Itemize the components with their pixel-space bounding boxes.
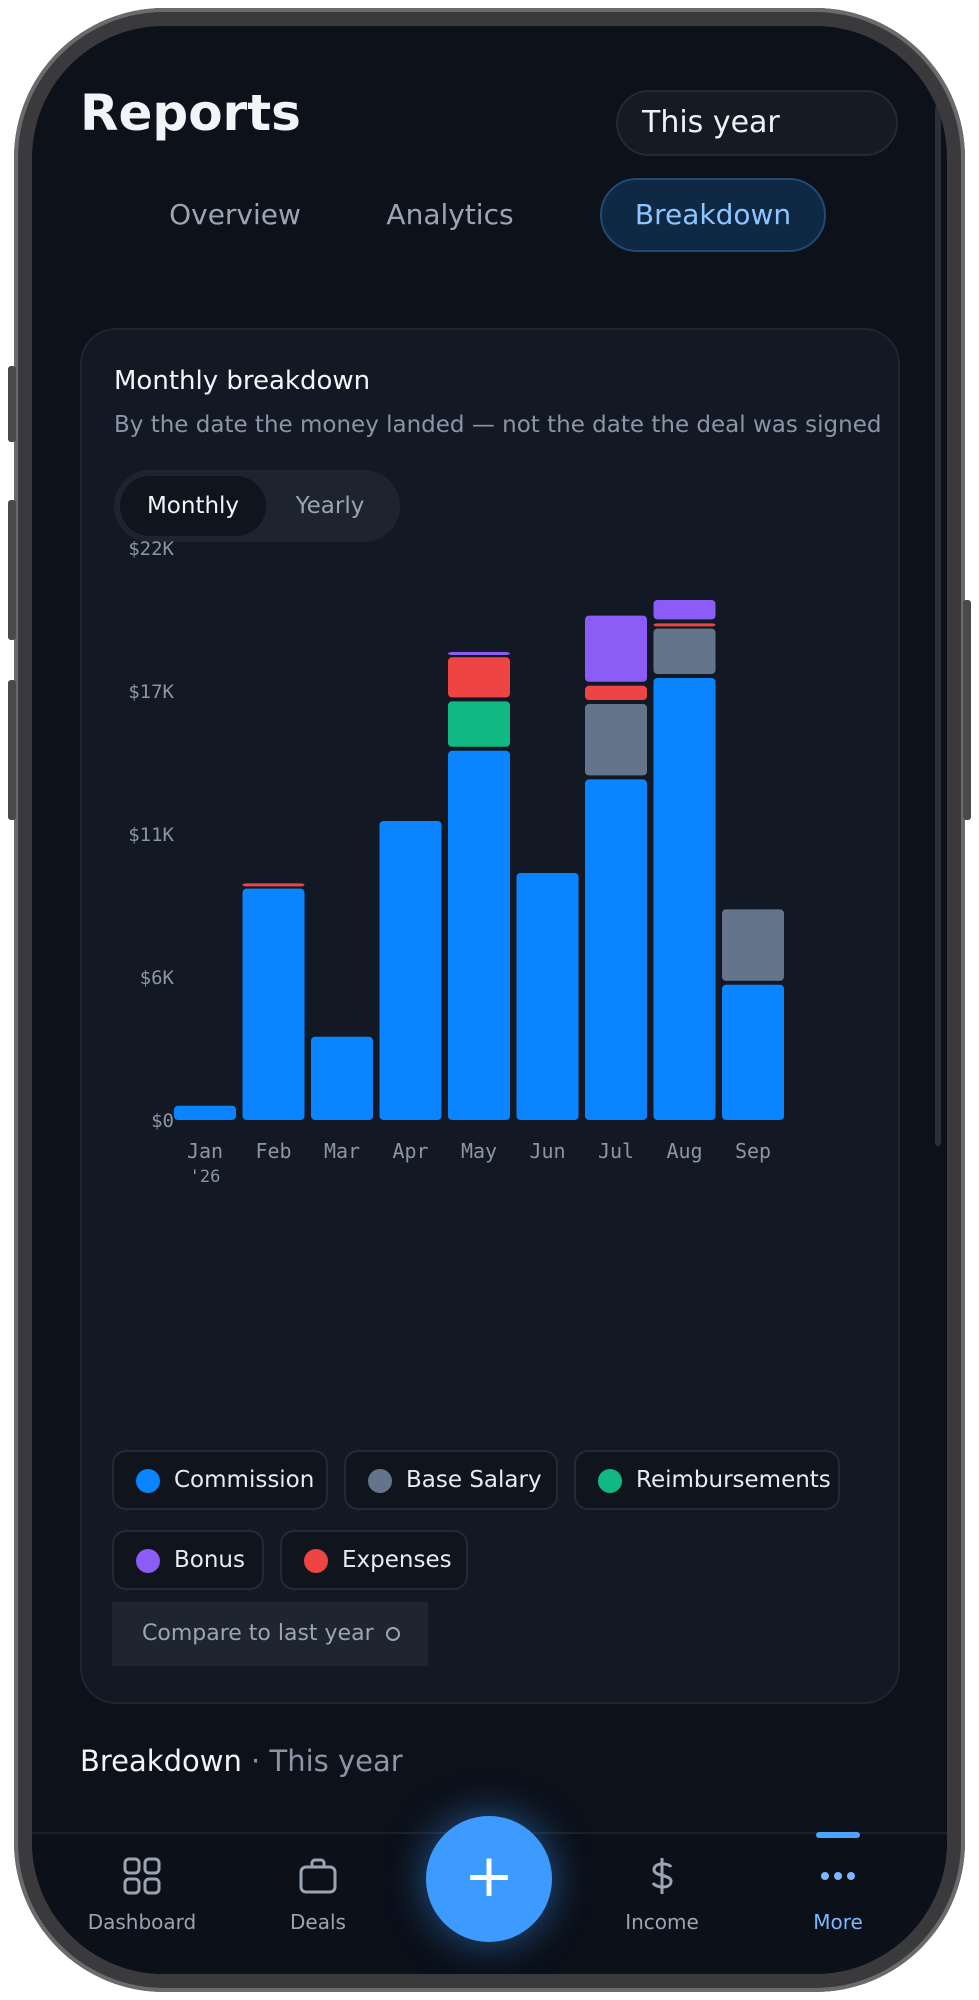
- bar-base-salary-jul: [585, 704, 647, 776]
- nav-label: Income: [625, 1910, 699, 1934]
- nav-label: Dashboard: [87, 1910, 197, 1934]
- y-tick-label: $0: [151, 1110, 174, 1132]
- x-tick-label: Aug: [666, 1139, 702, 1163]
- legend-label: Base Salary: [406, 1467, 542, 1493]
- nav-income[interactable]: Income: [592, 1834, 732, 1954]
- bar-bonus-jul: [585, 615, 647, 682]
- report-tabs: Overview Analytics Breakdown: [32, 178, 947, 254]
- nav-dashboard[interactable]: Dashboard: [72, 1834, 212, 1954]
- toggle-ring-icon: [385, 1627, 400, 1641]
- bar-bonus-may: [448, 652, 510, 655]
- bar-expenses-feb: [242, 883, 305, 887]
- expenses-dot: [304, 1549, 328, 1573]
- bar-commission-feb: [242, 888, 305, 1120]
- phone-side-button: [8, 366, 16, 442]
- x-tick-label: Jul: [598, 1139, 634, 1163]
- y-tick-label: $17K: [128, 681, 174, 703]
- phone-side-button: [8, 500, 16, 640]
- legend-label: Bonus: [174, 1547, 245, 1573]
- nav-more[interactable]: More: [768, 1832, 908, 1954]
- x-tick-label: Jun: [529, 1139, 565, 1163]
- toggle-monthly[interactable]: Monthly: [120, 476, 266, 536]
- more-dots-icon: [821, 1872, 855, 1880]
- legend-commission[interactable]: Commission: [112, 1450, 328, 1510]
- section-title: Breakdown · This year: [80, 1744, 403, 1778]
- bar-expenses-aug: [653, 623, 716, 627]
- nav-label: Deals: [290, 1910, 346, 1934]
- legend-bonus[interactable]: Bonus: [112, 1530, 264, 1590]
- reimbursements-dot: [598, 1469, 622, 1493]
- bar-commission-sep: [722, 984, 784, 1120]
- legend-label: Commission: [174, 1467, 315, 1493]
- dollar-icon: [651, 1858, 673, 1894]
- x-tick-sublabel: '26: [190, 1167, 221, 1187]
- commission-dot: [136, 1469, 160, 1493]
- bar-bonus-aug: [653, 600, 716, 620]
- scrollbar[interactable]: [935, 106, 941, 1146]
- base-salary-dot: [368, 1469, 392, 1493]
- card-subtitle: By the date the money landed — not the d…: [114, 412, 882, 438]
- add-button[interactable]: +: [426, 1816, 552, 1942]
- tab-analytics[interactable]: Analytics: [386, 198, 514, 231]
- y-tick-label: $22K: [128, 538, 174, 560]
- legend-base-salary[interactable]: Base Salary: [344, 1450, 558, 1510]
- x-tick-label: Jan: [187, 1139, 223, 1163]
- x-tick-label: Sep: [735, 1139, 771, 1163]
- y-tick-label: $11K: [128, 824, 174, 846]
- monthly-breakdown-card: Monthly breakdown By the date the money …: [80, 328, 900, 1704]
- bar-commission-apr: [379, 821, 442, 1120]
- card-title: Monthly breakdown: [114, 366, 371, 396]
- bar-commission-jan: [174, 1105, 236, 1120]
- bar-commission-may: [448, 750, 510, 1120]
- bonus-dot: [136, 1549, 160, 1573]
- bottom-nav: Dashboard Deals Income More: [32, 1832, 947, 1974]
- bar-base-salary-sep: [722, 909, 784, 981]
- bar-reimbursements-may: [448, 701, 510, 747]
- legend-reimbursements[interactable]: Reimbursements: [574, 1450, 840, 1510]
- tab-overview[interactable]: Overview: [169, 198, 301, 231]
- bar-expenses-may: [448, 657, 510, 698]
- phone-side-button: [8, 680, 16, 820]
- bar-commission-jul: [585, 779, 647, 1120]
- compare-label: Compare to last year: [142, 1621, 374, 1646]
- toggle-yearly[interactable]: Yearly: [295, 493, 365, 519]
- bar-base-salary-aug: [653, 628, 716, 674]
- legend-label: Expenses: [342, 1547, 452, 1573]
- briefcase-icon: [299, 1858, 337, 1894]
- compare-last-year-toggle[interactable]: Compare to last year: [112, 1602, 428, 1666]
- bar-commission-aug: [653, 678, 716, 1120]
- grid-icon: [123, 1857, 161, 1895]
- section-heading: Breakdown: [80, 1744, 242, 1778]
- range-select[interactable]: This year: [616, 90, 898, 156]
- bar-commission-jun: [516, 873, 579, 1120]
- x-tick-label: Mar: [324, 1139, 360, 1163]
- nav-label: More: [813, 1910, 863, 1934]
- app-screen: Reports This year Overview Analytics Bre…: [32, 26, 947, 1974]
- legend-expenses[interactable]: Expenses: [280, 1530, 468, 1590]
- nav-deals[interactable]: Deals: [248, 1834, 388, 1954]
- phone-side-button: [963, 600, 971, 820]
- bar-expenses-jul: [585, 685, 647, 700]
- plus-icon: +: [463, 1841, 515, 1911]
- legend-label: Reimbursements: [636, 1467, 831, 1493]
- stacked-bar-chart: $0 $6K $11K $17K $22K Jan '26 Feb Mar Apr May Jun Ju…: [128, 538, 784, 1187]
- y-tick-label: $6K: [140, 967, 175, 989]
- x-tick-label: Apr: [392, 1139, 428, 1163]
- tab-breakdown[interactable]: Breakdown: [600, 178, 826, 252]
- page-title: Reports: [80, 84, 301, 142]
- section-separator: ·: [241, 1744, 270, 1778]
- period-toggle: Monthly Yearly: [114, 470, 400, 542]
- section-subtitle: This year: [269, 1744, 403, 1778]
- bar-commission-mar: [311, 1036, 373, 1120]
- x-tick-label: Feb: [255, 1139, 291, 1163]
- active-indicator: [816, 1832, 860, 1838]
- x-tick-label: May: [461, 1139, 497, 1163]
